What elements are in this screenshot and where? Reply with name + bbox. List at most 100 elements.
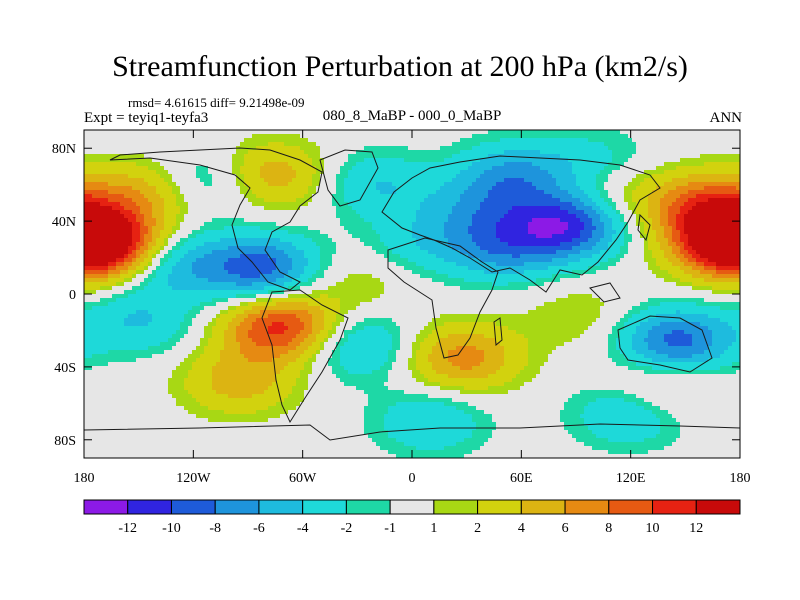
heat-cell — [720, 226, 725, 231]
heat-cell — [660, 226, 665, 231]
heat-cell — [456, 206, 461, 211]
heat-cell — [512, 190, 517, 195]
heat-cell — [388, 206, 393, 211]
heat-cell — [284, 182, 289, 187]
heat-cell — [540, 234, 545, 239]
heat-cell — [232, 174, 237, 179]
heat-cell — [260, 190, 265, 195]
heat-cell — [272, 230, 277, 235]
heat-cell — [732, 166, 737, 171]
heat-cell — [464, 202, 469, 207]
heat-cell — [144, 238, 149, 243]
heat-cell — [524, 218, 529, 223]
heat-cell — [392, 218, 397, 223]
heat-cell — [292, 178, 297, 183]
heat-cell — [720, 202, 725, 207]
heat-cell — [228, 134, 233, 139]
heat-cell — [488, 194, 493, 199]
heat-cell — [700, 194, 705, 199]
heat-cell — [432, 130, 437, 135]
heat-cell — [480, 242, 485, 247]
heat-cell — [644, 174, 649, 179]
heat-cell — [700, 226, 705, 231]
heat-cell — [308, 246, 313, 251]
heat-cell — [356, 214, 361, 219]
heat-cell — [212, 146, 217, 151]
heat-cell — [528, 130, 533, 135]
heat-cell — [104, 154, 109, 159]
heat-cell — [360, 166, 365, 171]
heat-cell — [684, 150, 689, 155]
heat-cell — [676, 146, 681, 151]
heat-cell — [568, 190, 573, 195]
heat-cell — [244, 178, 249, 183]
heat-cell — [656, 166, 661, 171]
heat-cell — [216, 134, 221, 139]
heat-cell — [472, 214, 477, 219]
heat-cell — [116, 130, 121, 135]
heat-cell — [552, 174, 557, 179]
heat-cell — [292, 230, 297, 235]
heat-cell — [620, 178, 625, 183]
heat-cell — [676, 242, 681, 247]
heat-cell — [392, 162, 397, 167]
heat-cell — [724, 238, 729, 243]
heat-cell — [420, 210, 425, 215]
heat-cell — [272, 214, 277, 219]
heat-cell — [320, 130, 325, 135]
heat-cell — [336, 162, 341, 167]
heat-cell — [524, 150, 529, 155]
heat-cell — [152, 162, 157, 167]
heat-cell — [472, 222, 477, 227]
heat-cell — [736, 202, 740, 207]
heat-cell — [140, 246, 145, 251]
heat-cell — [596, 234, 601, 239]
heat-cell — [392, 206, 397, 211]
heat-cell — [280, 206, 285, 211]
heat-cell — [284, 246, 289, 251]
heat-cell — [148, 238, 153, 243]
heat-cell — [296, 166, 301, 171]
heat-cell — [248, 218, 253, 223]
heat-cell — [212, 174, 217, 179]
heat-cell — [608, 234, 613, 239]
heat-cell — [588, 222, 593, 227]
heat-cell — [204, 174, 209, 179]
heat-cell — [84, 182, 89, 187]
heat-cell — [684, 210, 689, 215]
heat-cell — [288, 206, 293, 211]
heat-cell — [728, 234, 733, 239]
heat-cell — [440, 202, 445, 207]
heat-cell — [216, 198, 221, 203]
heat-cell — [128, 138, 133, 143]
heat-cell — [708, 182, 713, 187]
heat-cell — [120, 158, 125, 163]
heat-cell — [312, 170, 317, 175]
heat-cell — [340, 158, 345, 163]
heat-cell — [376, 214, 381, 219]
heat-cell — [612, 186, 617, 191]
heat-cell — [516, 218, 521, 223]
heat-cell — [712, 226, 717, 231]
heat-cell — [716, 222, 721, 227]
heat-cell — [120, 234, 125, 239]
heat-cell — [168, 234, 173, 239]
heat-cell — [524, 230, 529, 235]
heat-cell — [648, 134, 653, 139]
heat-cell — [588, 190, 593, 195]
heat-cell — [276, 134, 281, 139]
heat-cell — [636, 130, 641, 135]
heat-cell — [180, 154, 185, 159]
heat-cell — [124, 182, 129, 187]
heat-cell — [644, 166, 649, 171]
heat-cell — [104, 150, 109, 155]
heat-cell — [472, 194, 477, 199]
heat-cell — [368, 194, 373, 199]
heat-cell — [208, 154, 213, 159]
heat-cell — [252, 138, 257, 143]
heat-cell — [204, 198, 209, 203]
heat-cell — [252, 210, 257, 215]
heat-cell — [660, 134, 665, 139]
heat-cell — [380, 162, 385, 167]
heat-cell — [284, 226, 289, 231]
